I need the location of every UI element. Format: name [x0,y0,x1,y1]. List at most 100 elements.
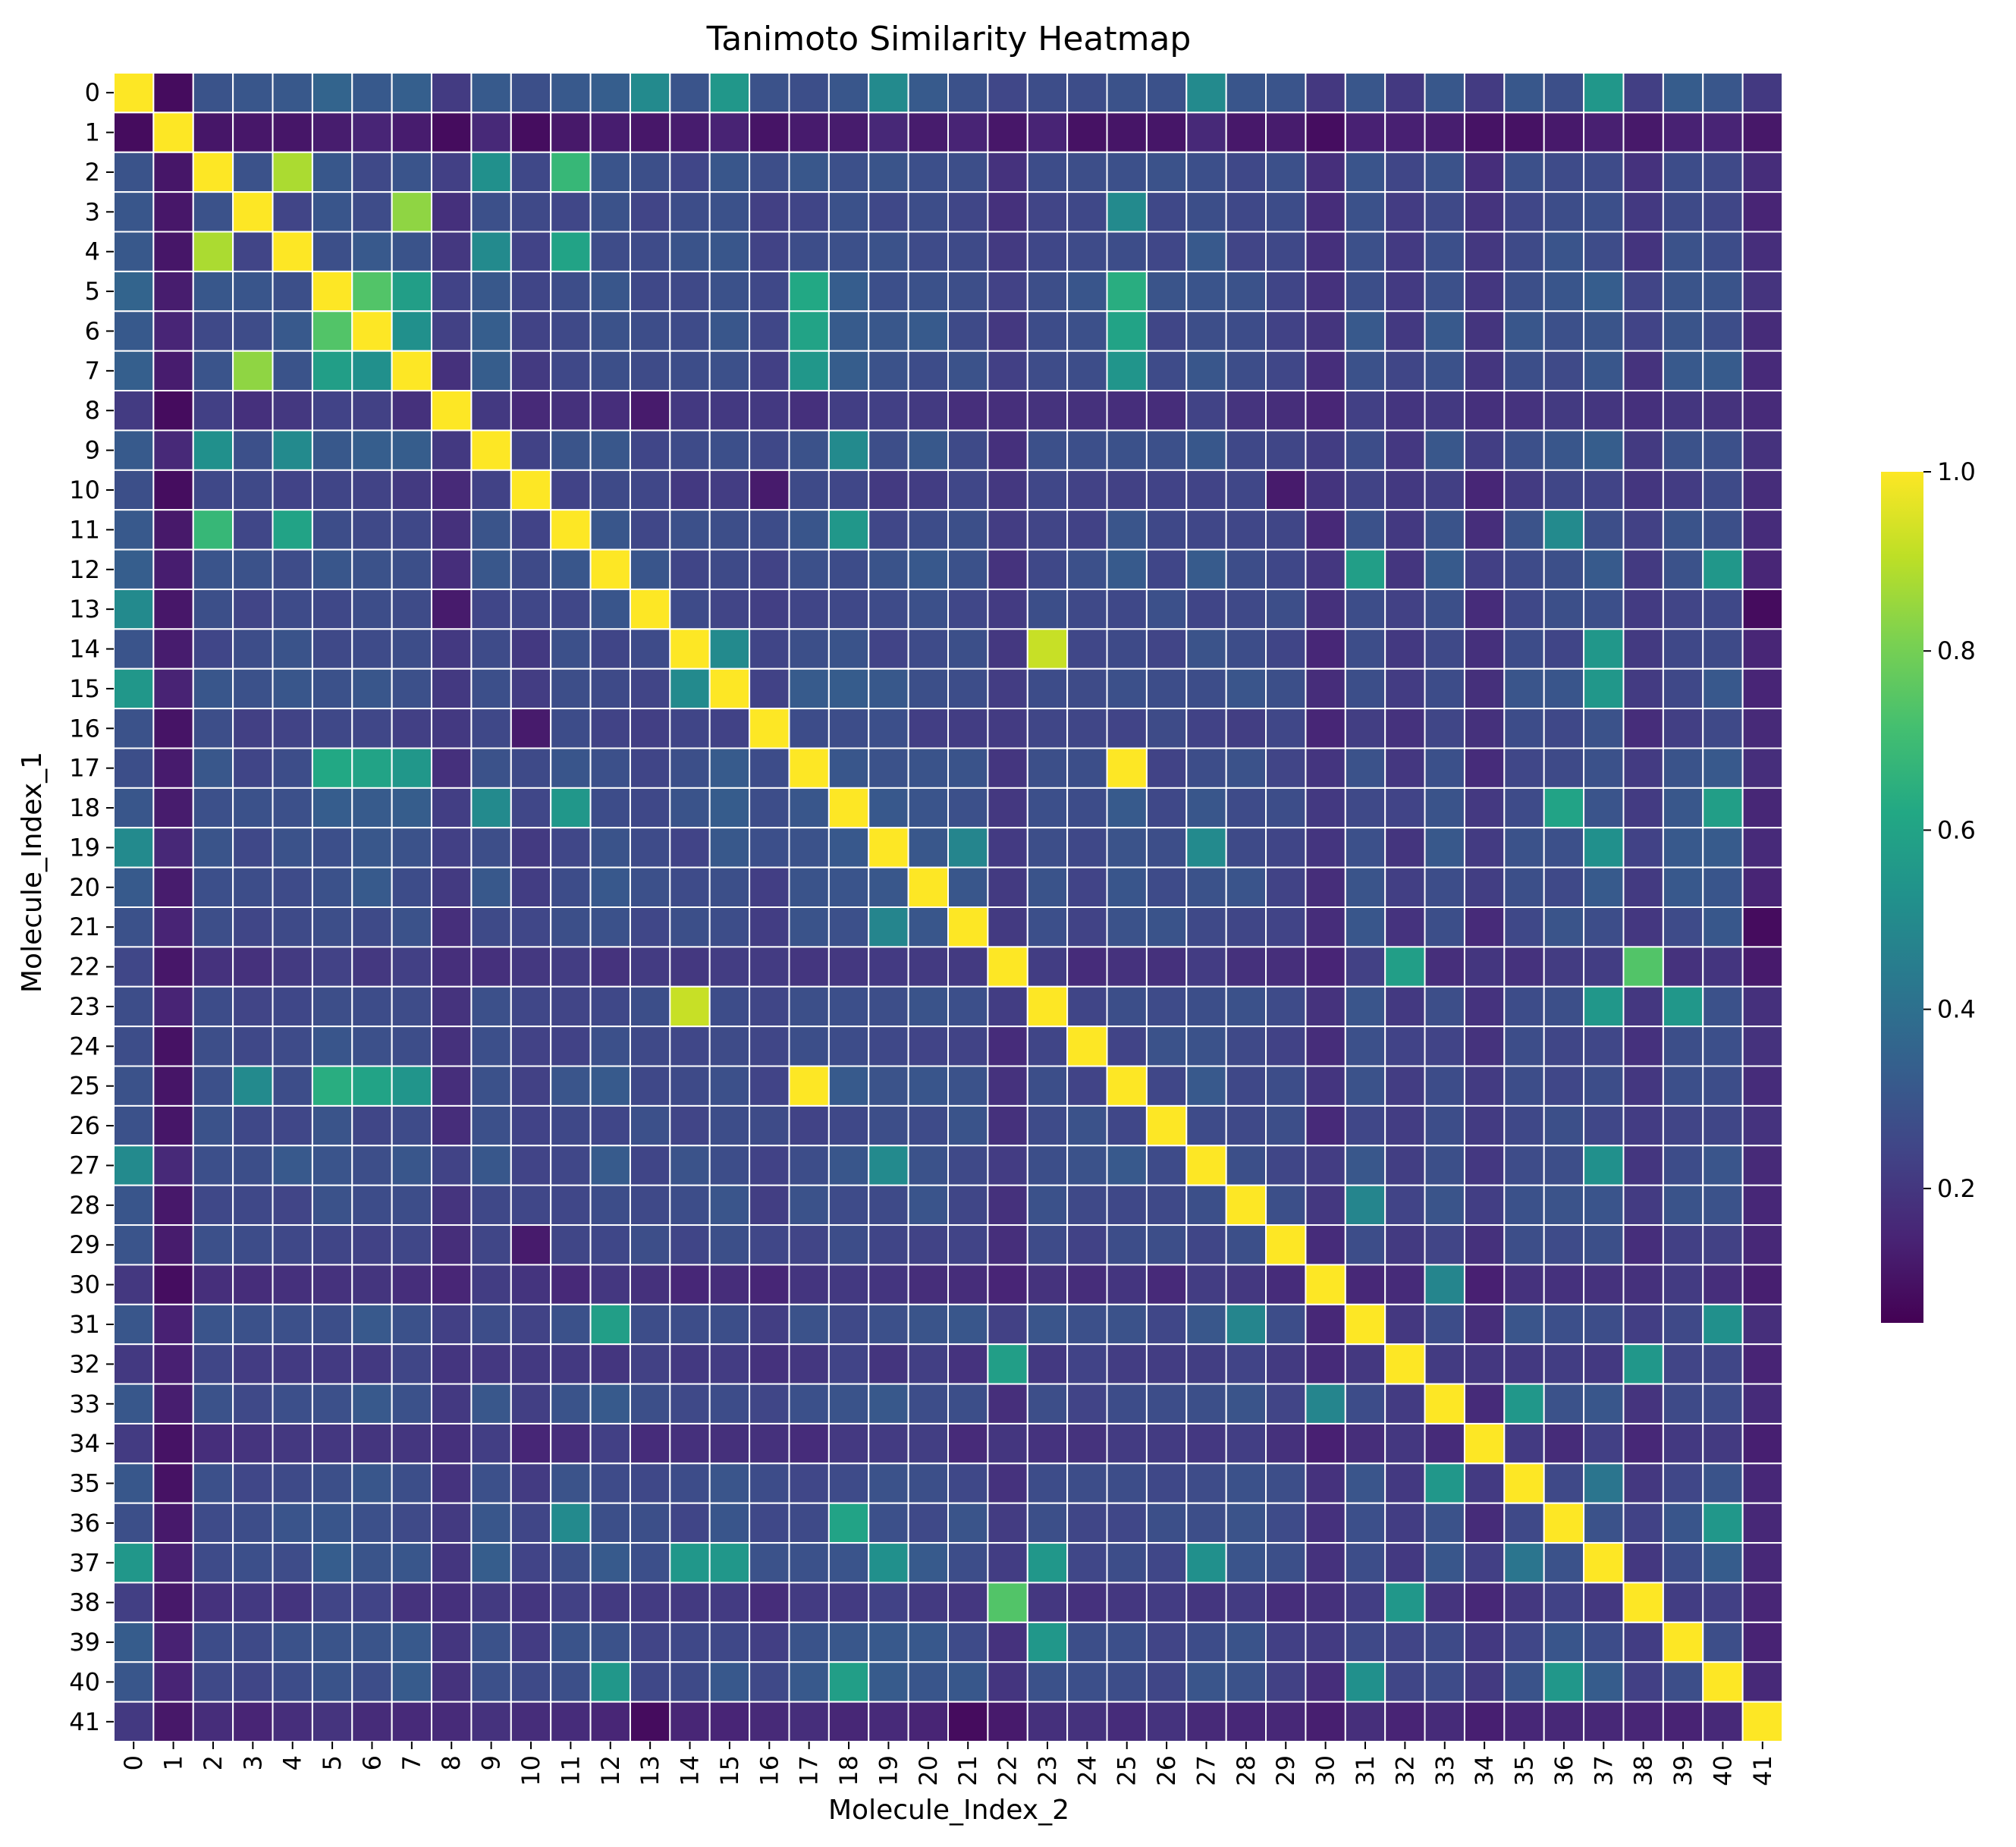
heatmap-cell [1225,310,1267,352]
heatmap-cell [1543,1026,1585,1067]
heatmap-cell [629,628,671,670]
heatmap-cell [1145,946,1188,988]
heatmap-cell [749,588,790,630]
heatmap-cell [1741,112,1784,153]
heatmap-cell [1583,429,1625,471]
heatmap-cell [589,827,631,869]
heatmap-cell [311,1661,353,1703]
heatmap-cell [1583,628,1625,670]
heatmap-cell [351,708,393,749]
heatmap-cell [788,1065,830,1107]
heatmap-cell [1305,1343,1346,1385]
heatmap-cell [510,1502,552,1544]
heatmap-cell [1424,1343,1465,1385]
x-tick-label: 15 [715,1755,744,1786]
heatmap-cell [1265,390,1307,432]
heatmap-cell [113,1542,155,1584]
heatmap-cell [1741,1582,1784,1623]
heatmap-cell [510,469,552,511]
heatmap-cell [669,866,711,908]
heatmap-cell [1185,1502,1227,1544]
heatmap-cell [1265,747,1307,789]
heatmap-cell [1702,112,1744,153]
heatmap-cell [1066,827,1108,869]
heatmap-cell [1622,548,1664,590]
heatmap-cell [431,72,473,114]
heatmap-cell [947,390,989,432]
heatmap-cell [1741,1303,1784,1346]
x-tick-label: 24 [1072,1755,1101,1786]
heatmap-cell [1583,270,1625,313]
heatmap-cell [1026,310,1069,352]
heatmap-cell [788,628,830,670]
heatmap-cell [232,390,274,432]
heatmap-cell [232,1502,274,1544]
heatmap-cell [907,1303,949,1346]
heatmap-cell [749,1661,790,1703]
heatmap-cell [827,628,870,670]
heatmap-cell [1424,1303,1465,1346]
heatmap-cell [1463,72,1506,114]
heatmap-cell [987,985,1028,1028]
heatmap-cell [1463,1264,1506,1305]
heatmap-cell [749,72,790,114]
heatmap-cell [550,390,592,432]
heatmap-cell [391,1383,433,1425]
heatmap-cell [788,1383,830,1425]
heatmap-cell [192,866,234,908]
heatmap-cell [1384,390,1426,432]
heatmap-cell [470,1026,512,1067]
heatmap-cell [470,906,512,948]
heatmap-cell [1503,112,1545,153]
heatmap-cell [749,1264,790,1305]
heatmap-cell [1424,588,1465,630]
heatmap-cell [1185,747,1227,789]
heatmap-cell [1543,906,1585,948]
heatmap-cell [1265,985,1307,1028]
heatmap-cell [708,270,751,313]
heatmap-cell [1106,866,1148,908]
heatmap-cell [1583,1224,1625,1266]
heatmap-cell [788,270,830,313]
heatmap-cell [1106,72,1148,114]
heatmap-cell [1543,310,1585,352]
heatmap-cell [1305,1184,1346,1227]
heatmap-cell [311,1582,353,1623]
heatmap-cell [550,1462,592,1504]
heatmap-cell [1145,1104,1188,1147]
heatmap-cell [152,1661,194,1703]
heatmap-cell [708,390,751,432]
heatmap-cell [1225,1383,1267,1425]
x-tick-label: 30 [1311,1755,1340,1786]
heatmap-cell [232,350,274,392]
heatmap-cell [1622,1422,1664,1465]
heatmap-cell [1066,350,1108,392]
heatmap-cell [1384,985,1426,1028]
x-tick-label: 6 [357,1755,386,1770]
heatmap-cell [1662,191,1704,233]
heatmap-cell [550,151,592,193]
heatmap-cell [1265,270,1307,313]
heatmap-cell [1702,1701,1744,1743]
heatmap-cell [1344,112,1386,153]
heatmap-cell [827,548,870,590]
heatmap-cell [1543,628,1585,670]
heatmap-cell [1026,1661,1069,1703]
heatmap-cell [589,350,631,392]
heatmap-cell [192,667,234,710]
heatmap-cell [470,628,512,670]
heatmap-cell [708,1582,751,1623]
heatmap-cell [629,1621,671,1663]
heatmap-cell [788,151,830,193]
heatmap-cell [708,231,751,272]
heatmap-cell [272,1065,313,1107]
heatmap-cell [629,906,671,948]
heatmap-cell [827,469,870,511]
heatmap-cell [192,946,234,988]
heatmap-cell [907,866,949,908]
heatmap-cell [1066,1264,1108,1305]
heatmap-cell [1503,787,1545,829]
heatmap-cell [272,588,313,630]
heatmap-cell [1622,231,1664,272]
heatmap-cell [470,1502,512,1544]
